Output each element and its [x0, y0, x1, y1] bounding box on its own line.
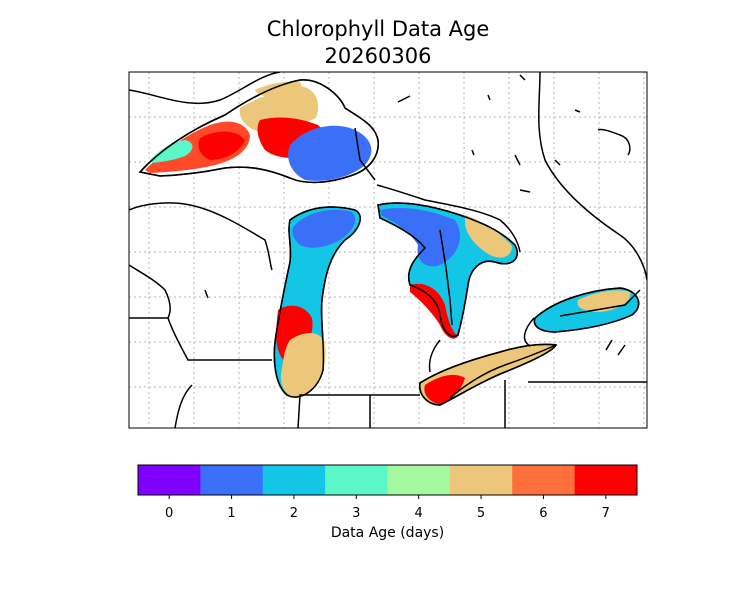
map-date: 20260306	[324, 44, 432, 68]
colorbar-tick-label: 7	[602, 506, 610, 521]
colorbar-tick-label: 4	[415, 506, 423, 521]
colorbar-tick-label: 6	[539, 506, 547, 521]
colorbar-swatch	[325, 465, 388, 495]
colorbar-label: Data Age (days)	[331, 525, 444, 541]
map-title: Chlorophyll Data Age	[266, 17, 490, 41]
lake-superior	[138, 79, 379, 184]
political-boundaries	[129, 72, 647, 428]
map-frame	[128, 71, 648, 429]
colorbar-ticks: 0 1 2 3 4 5 6 7	[165, 495, 610, 521]
colorbar-tick-label: 1	[227, 506, 235, 521]
colorbar-swatch	[449, 465, 513, 495]
colorbar-frame	[137, 464, 638, 496]
colorbar-swatch	[200, 465, 264, 495]
colorbar-swatch	[387, 465, 451, 495]
colorbar-tick-label: 3	[352, 506, 360, 521]
colorbar-tick-label: 5	[477, 506, 485, 521]
colorbar-swatches	[138, 465, 638, 495]
small-lakes	[204, 74, 631, 356]
lake-michigan	[273, 206, 361, 398]
colorbar-swatch	[138, 465, 201, 495]
colorbar-tick-label: 2	[290, 506, 298, 521]
colorbar-swatch	[512, 465, 576, 495]
colorbar-swatch	[574, 465, 638, 495]
colorbar-swatch	[262, 465, 326, 495]
colorbar-tick-label: 0	[165, 506, 173, 521]
lake-huron	[377, 202, 518, 339]
